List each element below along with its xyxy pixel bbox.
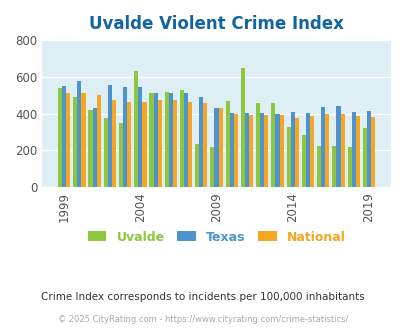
Bar xyxy=(332,146,336,187)
Bar xyxy=(164,91,168,187)
Bar xyxy=(362,128,366,187)
Bar xyxy=(119,123,123,187)
Bar xyxy=(92,108,96,187)
Bar xyxy=(112,100,116,187)
Bar xyxy=(203,103,207,187)
Bar xyxy=(244,113,249,187)
Bar xyxy=(366,111,370,187)
Bar xyxy=(225,101,229,187)
Bar xyxy=(320,107,324,187)
Bar xyxy=(240,68,244,187)
Bar xyxy=(77,82,81,187)
Bar xyxy=(351,112,355,187)
Bar xyxy=(301,135,305,187)
Bar xyxy=(210,148,214,187)
Bar xyxy=(188,102,192,187)
Title: Uvalde Violent Crime Index: Uvalde Violent Crime Index xyxy=(89,15,343,33)
Bar xyxy=(96,95,100,187)
Bar xyxy=(179,90,183,187)
Bar xyxy=(324,115,328,187)
Bar xyxy=(103,118,108,187)
Bar xyxy=(316,146,320,187)
Bar xyxy=(370,117,374,187)
Bar xyxy=(183,93,188,187)
Legend: Uvalde, Texas, National: Uvalde, Texas, National xyxy=(83,225,350,248)
Bar xyxy=(229,113,233,187)
Text: Crime Index corresponds to incidents per 100,000 inhabitants: Crime Index corresponds to incidents per… xyxy=(41,292,364,302)
Bar xyxy=(173,100,177,187)
Bar xyxy=(271,103,275,187)
Bar xyxy=(249,115,253,187)
Bar xyxy=(279,115,283,187)
Bar xyxy=(142,102,146,187)
Bar xyxy=(138,87,142,187)
Bar xyxy=(153,93,157,187)
Bar xyxy=(73,97,77,187)
Bar xyxy=(168,93,173,187)
Bar xyxy=(108,85,112,187)
Bar xyxy=(157,100,161,187)
Bar xyxy=(286,127,290,187)
Bar xyxy=(290,112,294,187)
Bar xyxy=(66,93,70,187)
Bar xyxy=(88,110,92,187)
Bar xyxy=(264,115,268,187)
Bar xyxy=(309,116,313,187)
Bar xyxy=(134,71,138,187)
Bar xyxy=(195,144,199,187)
Bar xyxy=(340,115,344,187)
Bar xyxy=(214,108,218,187)
Bar xyxy=(336,106,340,187)
Bar xyxy=(256,103,260,187)
Bar xyxy=(233,114,237,187)
Bar xyxy=(62,86,66,187)
Bar xyxy=(149,93,153,187)
Bar xyxy=(347,147,351,187)
Bar xyxy=(199,97,203,187)
Bar xyxy=(275,114,279,187)
Bar xyxy=(260,113,264,187)
Bar xyxy=(58,88,62,187)
Bar xyxy=(81,93,85,187)
Bar xyxy=(123,87,127,187)
Text: © 2025 CityRating.com - https://www.cityrating.com/crime-statistics/: © 2025 CityRating.com - https://www.city… xyxy=(58,315,347,324)
Bar xyxy=(355,116,359,187)
Bar xyxy=(305,113,309,187)
Bar xyxy=(218,108,222,187)
Bar xyxy=(294,118,298,187)
Bar xyxy=(127,102,131,187)
